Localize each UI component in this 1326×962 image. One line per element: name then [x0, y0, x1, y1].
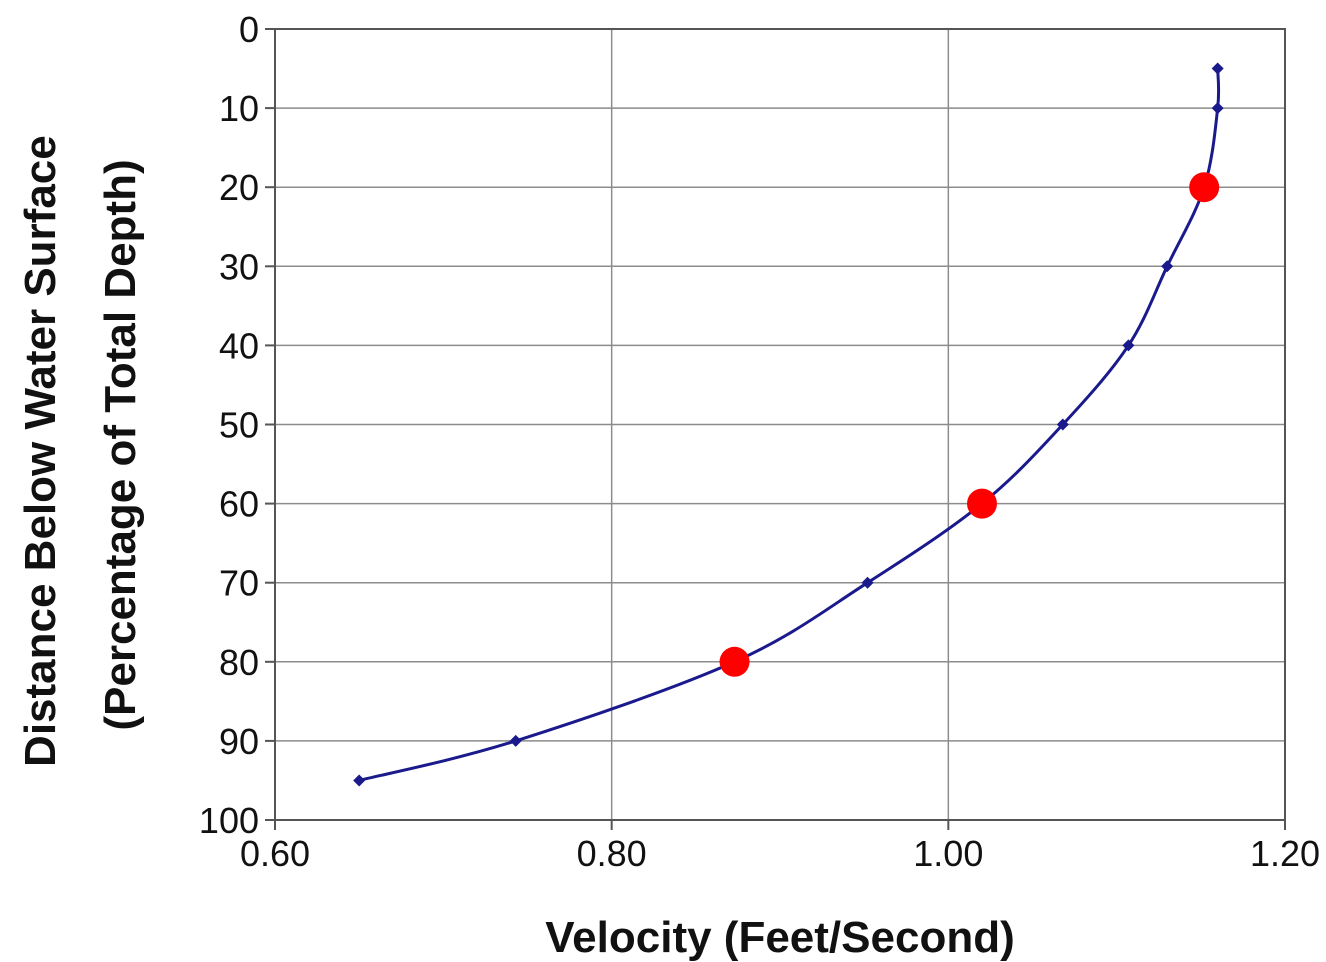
- data-point-marker: [1211, 102, 1224, 115]
- x-tick-label: 1.20: [1250, 833, 1320, 874]
- plot-area: [274, 28, 1286, 821]
- y-tick-label: 100: [199, 800, 259, 841]
- x-axis-title: Velocity (Feet/Second): [545, 913, 1014, 962]
- y-tick-label: 80: [219, 642, 259, 683]
- y-tick-label: 10: [219, 88, 259, 129]
- y-tick-label: 90: [219, 721, 259, 762]
- data-point-marker: [353, 774, 366, 787]
- y-tick-label: 40: [219, 325, 259, 366]
- y-tick-label: 20: [219, 167, 259, 208]
- x-tick-label: 0.80: [577, 833, 647, 874]
- y-tick-label: 50: [219, 405, 259, 446]
- highlight-point: [967, 488, 997, 519]
- highlight-point: [1189, 172, 1220, 203]
- data-point-marker: [1122, 339, 1135, 352]
- y-axis-title-line-1: Distance Below Water Surface: [16, 135, 65, 767]
- data-point-marker: [1211, 62, 1224, 75]
- highlight-points: [719, 172, 1220, 677]
- data-point-marker: [1161, 260, 1174, 273]
- y-tick-label: 30: [219, 246, 259, 287]
- y-tick-label: 60: [219, 484, 259, 525]
- y-axis-title-line-2: (Percentage of Total Depth): [96, 159, 145, 730]
- data-point-marker: [1056, 418, 1069, 431]
- y-tick-label: 0: [239, 9, 259, 50]
- data-markers: [353, 62, 1224, 787]
- grid-lines: [265, 28, 1286, 830]
- highlight-point: [719, 646, 750, 677]
- x-tick-label: 1.00: [913, 833, 983, 874]
- x-tick-labels: 0.60 0.80 1.00 1.20: [240, 833, 1320, 874]
- y-tick-labels: 0 10 20 30 40 50 60 70 80 90 100: [199, 9, 259, 841]
- y-axis-title: Distance Below Water Surface (Percentage…: [16, 123, 145, 767]
- data-point-marker: [861, 576, 874, 589]
- x-tick-label: 0.60: [240, 833, 310, 874]
- data-point-marker: [509, 734, 522, 747]
- y-tick-label: 70: [219, 563, 259, 604]
